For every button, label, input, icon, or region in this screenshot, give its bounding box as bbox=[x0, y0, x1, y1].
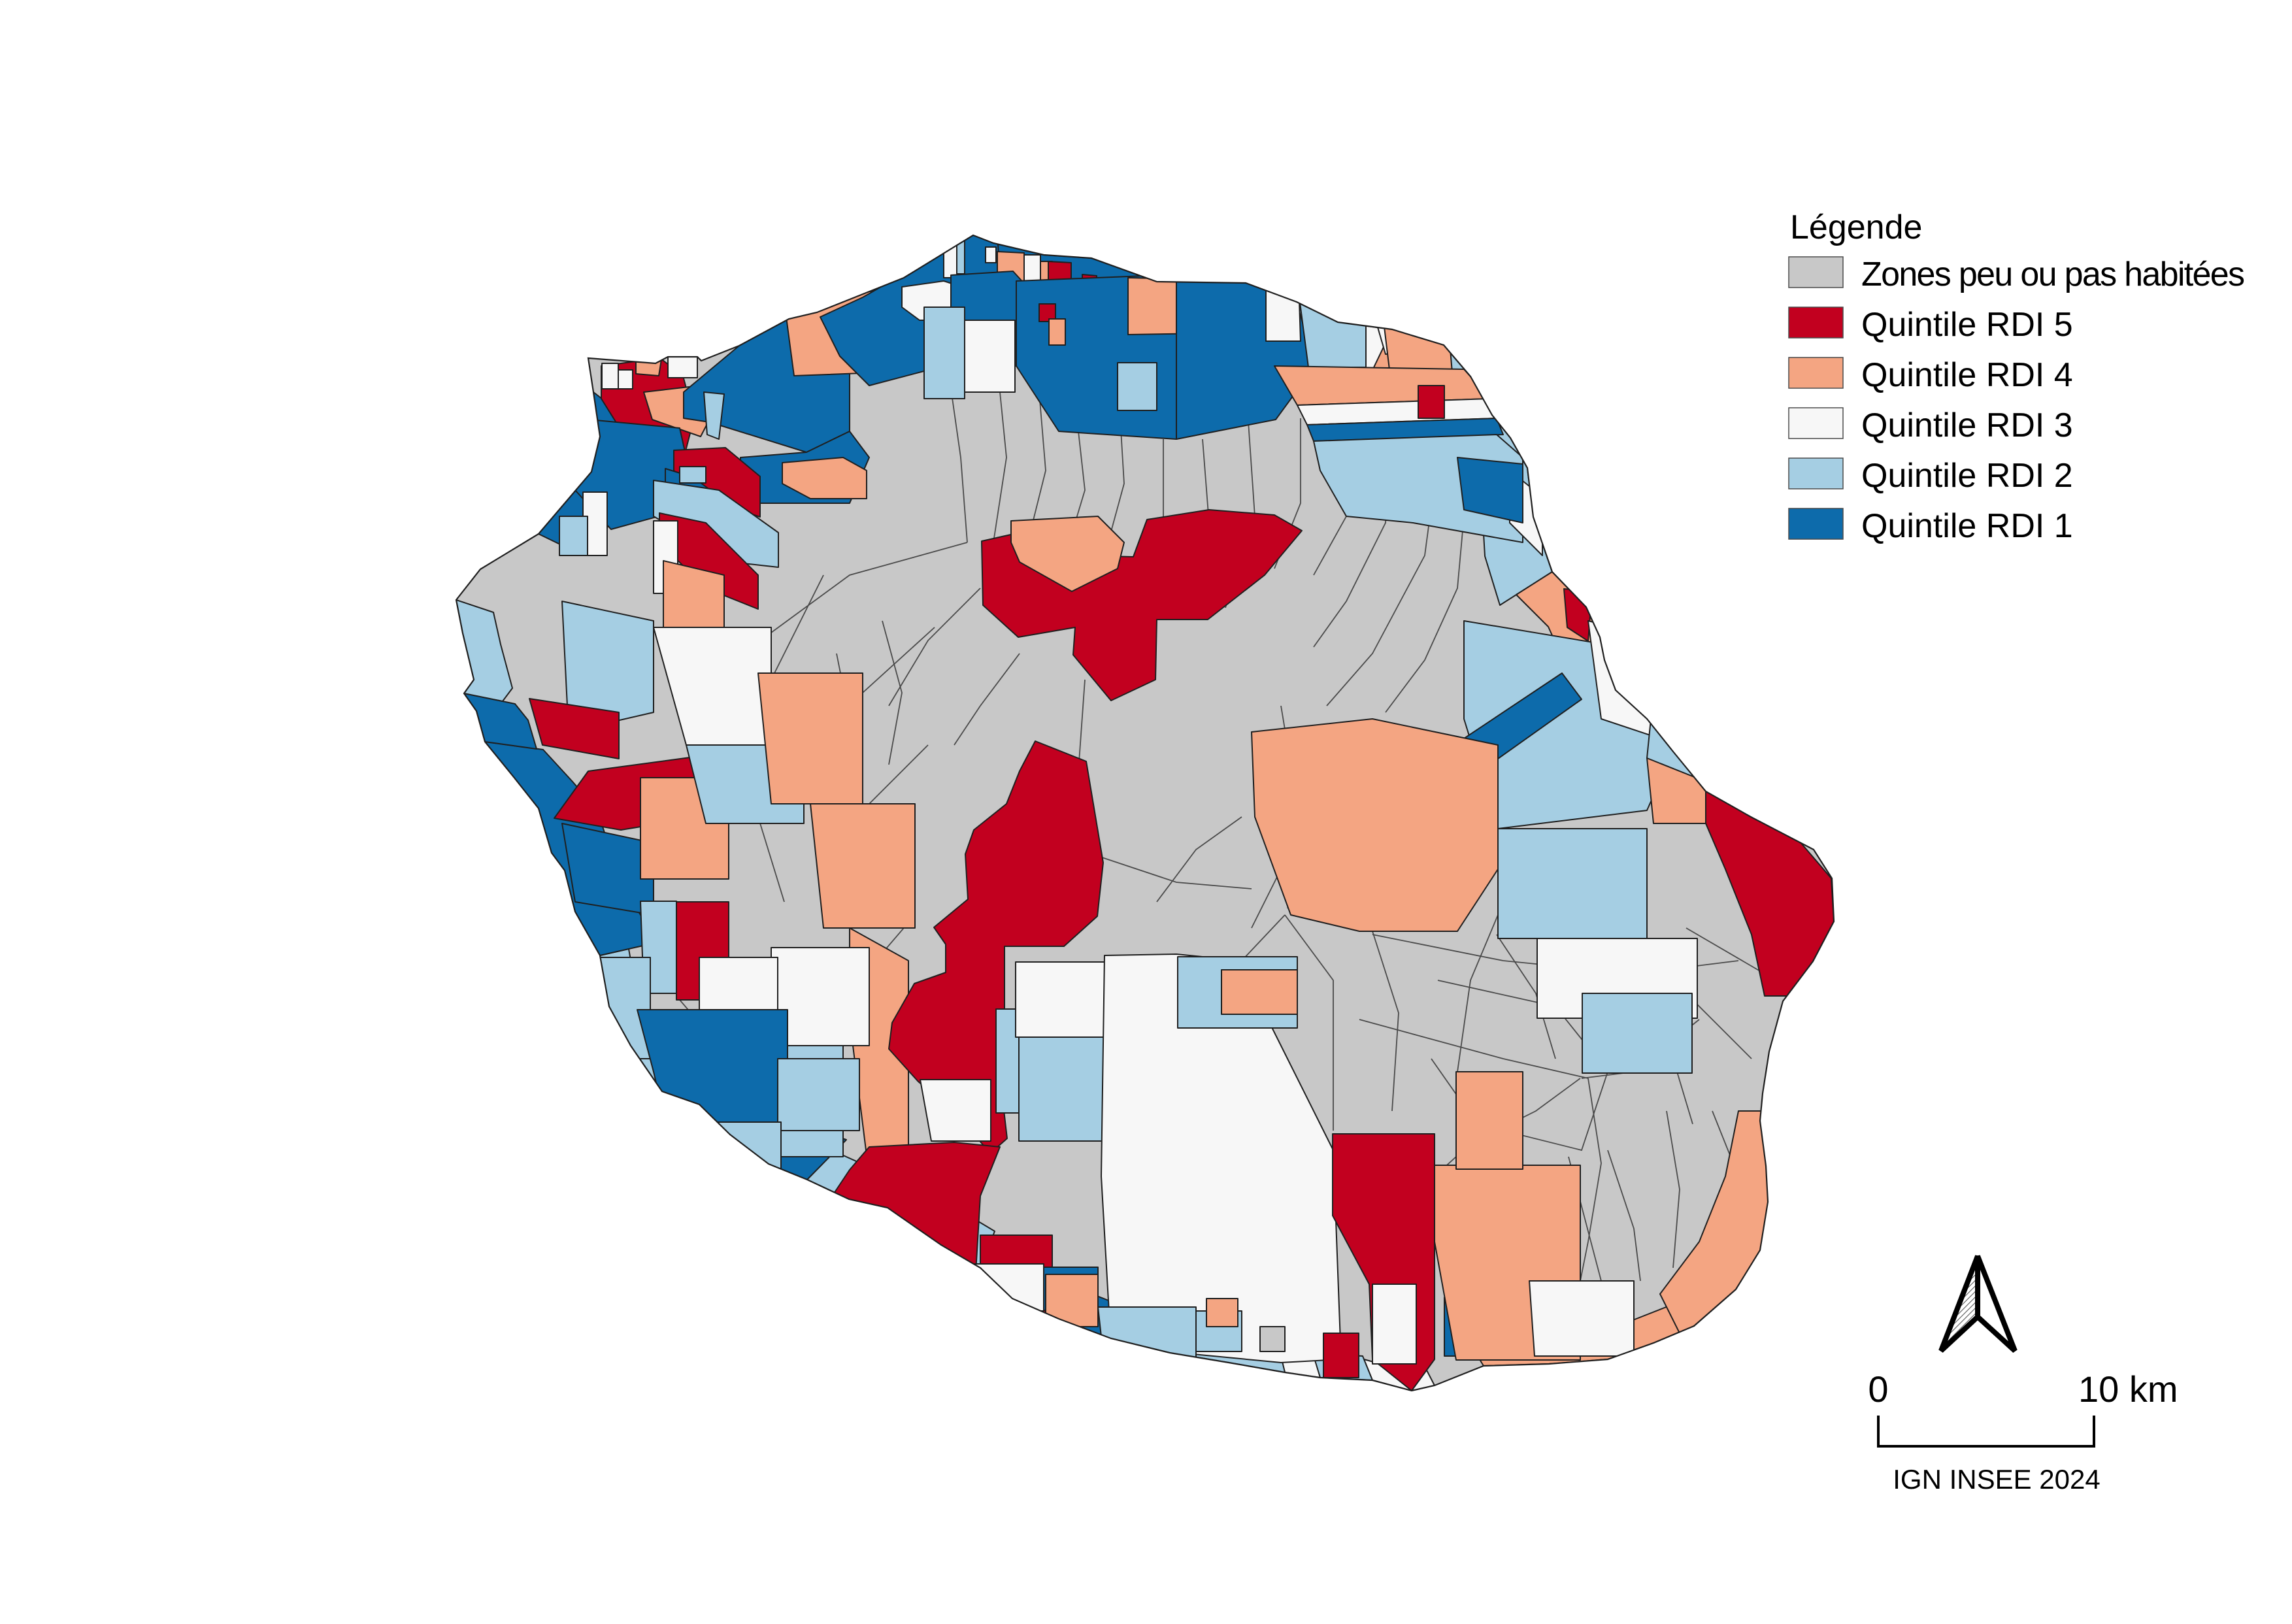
svg-text:Quintile RDI 1: Quintile RDI 1 bbox=[1861, 507, 2073, 545]
svg-text:10 km: 10 km bbox=[2078, 1368, 2178, 1410]
svg-text:Zones peu ou pas habitées: Zones peu ou pas habitées bbox=[1861, 256, 2245, 293]
svg-text:Quintile RDI 2: Quintile RDI 2 bbox=[1861, 457, 2073, 495]
svg-text:Quintile RDI 4: Quintile RDI 4 bbox=[1861, 356, 2073, 394]
svg-text:Quintile RDI 5: Quintile RDI 5 bbox=[1861, 306, 2073, 344]
svg-text:0: 0 bbox=[1868, 1368, 1888, 1410]
svg-text:Quintile RDI 3: Quintile RDI 3 bbox=[1861, 406, 2073, 444]
svg-text:IGN INSEE 2024: IGN INSEE 2024 bbox=[1893, 1464, 2100, 1495]
svg-text:Légende: Légende bbox=[1790, 208, 1922, 246]
